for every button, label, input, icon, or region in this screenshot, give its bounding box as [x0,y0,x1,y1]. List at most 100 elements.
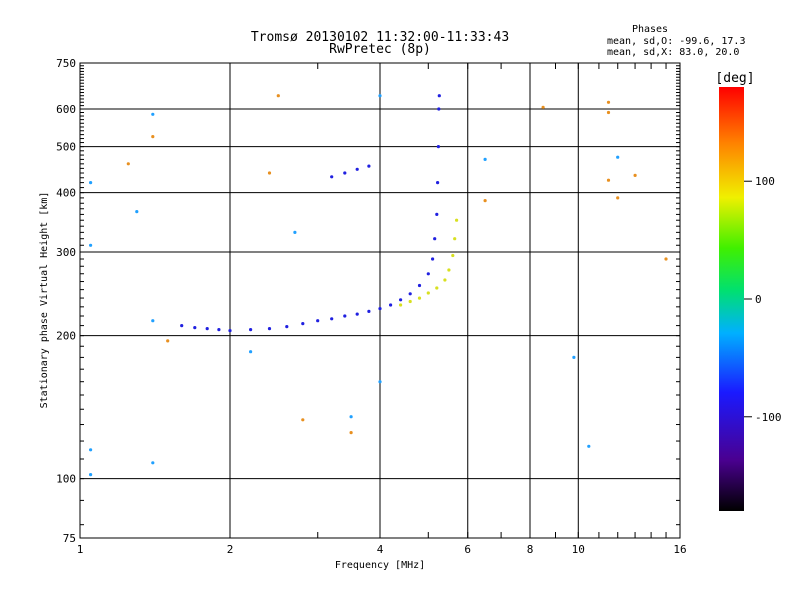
data-point [606,100,611,104]
data-point [437,94,441,98]
data-point [267,327,272,331]
y-tick-label: 600 [56,103,76,116]
data-point [151,135,155,139]
data-point [426,291,430,295]
stats-heading: Phases [632,24,668,35]
data-point [205,327,209,331]
data-point [293,230,297,234]
data-point [616,196,620,200]
y-tick-label: 500 [56,141,76,154]
colorbar-label: [deg] [715,71,754,86]
data-point [431,257,435,261]
x-tick-label: 6 [464,543,471,556]
data-point [343,171,347,175]
data-point [151,319,155,323]
data-point [301,322,305,326]
data-point [89,448,93,452]
x-tick-label: 10 [572,543,585,556]
data-point [433,237,437,241]
data-point [249,350,253,354]
data-point [399,303,403,307]
data-point [285,325,289,329]
data-point [89,473,93,477]
data-point [616,155,620,159]
data-point [435,212,439,216]
data-point [89,243,93,247]
data-point [217,328,221,332]
x-tick-label: 8 [527,543,534,556]
chart-title: Tromsø 20130102 11:32:00-11:33:43 [251,30,509,45]
data-point [447,268,451,272]
data-point [367,309,371,313]
y-axis-label: Stationary phase Virtual Height [km] [39,192,50,409]
data-point [378,94,382,98]
data-point [436,181,440,185]
data-point [330,175,334,179]
data-point [180,324,184,328]
data-point [228,329,232,333]
data-point [378,307,382,311]
colorbar [719,87,744,511]
colorbar-tick-label: -100 [755,411,782,424]
data-point [633,173,637,177]
data-point [330,317,334,321]
y-tick-label: 400 [56,187,76,200]
y-tick-label: 750 [56,57,76,70]
chart-subtitle: RwPretec (8p) [329,42,431,57]
data-point [664,257,668,261]
data-point [316,319,320,323]
data-point [249,328,253,332]
data-point [572,355,576,359]
colorbar-tick-label: 100 [755,175,775,188]
y-tick-label: 75 [63,532,76,545]
data-point [408,292,412,296]
data-point [435,286,439,290]
data-point [355,167,359,171]
data-point [301,418,305,422]
data-point [606,110,611,115]
data-point [437,107,441,111]
data-point [451,253,455,258]
x-tick-label: 2 [227,543,234,556]
data-point [193,326,197,330]
data-point [587,444,591,448]
data-point [606,178,611,182]
data-point [417,283,422,288]
y-tick-label: 300 [56,246,76,259]
grid-lines [79,62,681,539]
data-point [417,296,422,300]
data-point [355,312,359,316]
data-point [436,145,440,149]
data-point [399,298,403,302]
colorbar-ticks: 100 0 -100 [744,175,782,424]
data-point [89,181,93,185]
x-axis-label: Frequency [MHz] [335,560,425,571]
data-point [126,162,130,166]
data-point [408,299,412,304]
stats-x-mode: mean, sd,X: 83.0, 20.0 [607,47,739,58]
stats-o-mode: mean, sd,O: -99.6, 17.3 [607,36,745,47]
colorbar-tick-label: 0 [755,293,762,306]
data-point [389,303,393,307]
data-point [378,380,382,384]
data-point [267,171,272,175]
data-point [367,164,371,168]
data-point [166,339,170,343]
data-point [443,278,447,282]
data-point [151,112,155,116]
x-tick-label: 4 [377,543,384,556]
data-point [541,105,545,109]
data-point [276,94,280,98]
x-tick-label: 1 [77,543,84,556]
data-point [426,272,430,276]
axis-ticks: 1 2 4 6 8 10 16 75 100 200 300 400 500 600 750 [56,57,687,556]
x-tick-label: 16 [673,543,686,556]
data-point [483,199,487,203]
data-point [343,314,347,318]
data-point [349,415,353,419]
data-point [135,210,139,214]
data-points [89,94,668,477]
y-tick-label: 200 [56,330,76,343]
data-point [455,218,459,222]
